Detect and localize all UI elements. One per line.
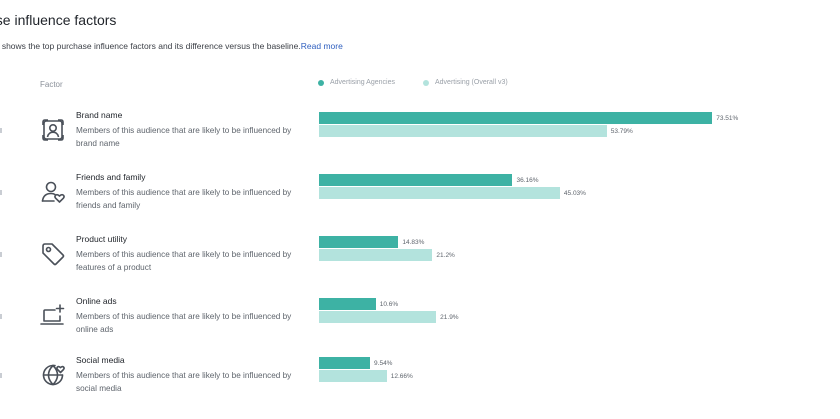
row-marker (0, 373, 2, 378)
row-marker (0, 190, 2, 195)
bar-audience[interactable] (319, 174, 513, 186)
factor-row-product-utility: Product utility Members of this audience… (0, 234, 840, 298)
row-marker (0, 128, 2, 133)
row-marker (0, 252, 2, 257)
value-label-audience: 36.16% (516, 177, 539, 184)
factor-column-header: Factor (40, 80, 63, 89)
bar-audience[interactable] (319, 236, 399, 248)
bar-baseline[interactable] (319, 187, 560, 199)
portrait-frame-icon (39, 116, 67, 144)
user-heart-icon (39, 178, 67, 206)
legend-dot-baseline (422, 79, 429, 86)
bar-audience[interactable] (319, 112, 713, 124)
legend-item-audience[interactable]: Advertising Agencies (318, 79, 395, 86)
factor-label: Online ads (76, 296, 117, 306)
value-label-audience: 10.6% (379, 301, 399, 308)
factor-description: Members of this audience that are likely… (76, 188, 292, 210)
bar-baseline[interactable] (319, 370, 387, 382)
factor-row-friends-and-family: Friends and family Members of this audie… (0, 172, 840, 236)
factor-row-social-media: Social media Members of this audience th… (0, 355, 840, 419)
bar-baseline[interactable] (319, 125, 607, 137)
factor-label: Brand name (76, 110, 123, 120)
legend-label-audience: Advertising Agencies (330, 79, 395, 86)
factor-label: Friends and family (76, 172, 146, 182)
factor-label: Social media (76, 355, 125, 365)
factor-row-online-ads: Online ads Members of this audience that… (0, 296, 840, 360)
value-label-baseline: 53.79% (610, 128, 633, 135)
value-label-audience: 14.83% (402, 239, 425, 246)
value-label-audience: 73.51% (716, 115, 739, 122)
factor-description: Members of this audience that are likely… (76, 126, 292, 148)
value-label-baseline: 21.2% (436, 252, 455, 259)
bar-baseline[interactable] (319, 249, 433, 261)
value-label-baseline: 12.66% (390, 373, 413, 380)
bar-audience[interactable] (319, 357, 371, 369)
legend-label-baseline: Advertising (Overall v3) (434, 79, 508, 86)
bar-audience[interactable] (319, 298, 376, 310)
page-title: ase influence factors (0, 12, 117, 28)
factor-label: Product utility (76, 234, 128, 244)
legend-dot-audience (318, 79, 324, 86)
value-label-baseline: 45.03% (563, 190, 586, 197)
subtitle-text: ph shows the top purchase influence fact… (0, 41, 301, 51)
read-more-link[interactable]: Read more (300, 41, 343, 51)
chart-legend: Advertising Agencies Advertising (Overal… (318, 79, 508, 86)
value-label-audience: 9.54% (374, 360, 393, 367)
laptop-plus-icon (39, 302, 67, 330)
legend-item-baseline[interactable]: Advertising (Overall v3) (422, 79, 508, 86)
factor-description: Members of this audience that are likely… (76, 371, 292, 393)
page-subtitle: ph shows the top purchase influence fact… (0, 41, 343, 51)
globe-heart-icon (39, 361, 67, 389)
factor-description: Members of this audience that are likely… (76, 312, 292, 334)
factor-description: Members of this audience that are likely… (76, 250, 292, 272)
value-label-baseline: 21.9% (440, 314, 459, 321)
price-tag-icon (39, 240, 67, 268)
bar-baseline[interactable] (319, 311, 437, 323)
factor-row-brand-name: Brand name Members of this audience that… (0, 110, 840, 174)
row-marker (0, 314, 2, 319)
